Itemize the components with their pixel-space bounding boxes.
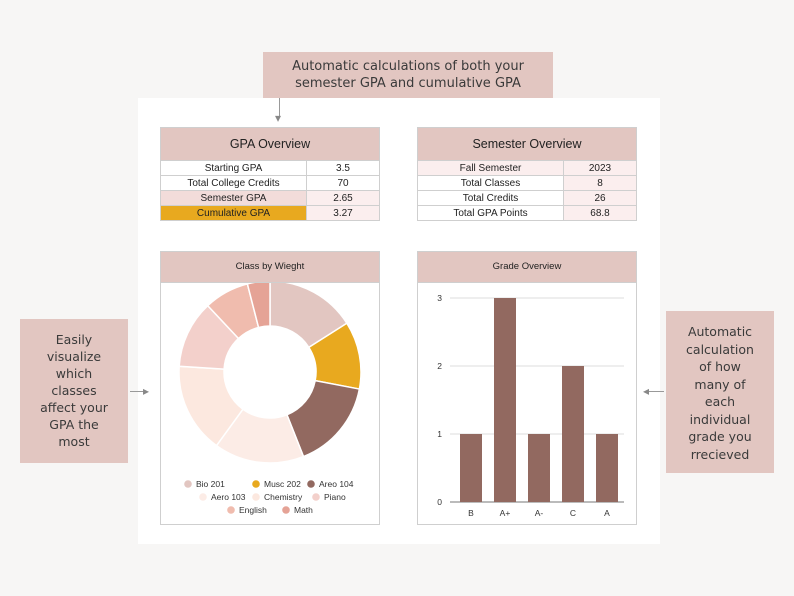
callout-left-line: GPA the bbox=[49, 417, 99, 432]
legend-label: Math bbox=[294, 505, 313, 515]
y-tick-label: 1 bbox=[437, 429, 442, 439]
cell-value[interactable]: 3.5 bbox=[306, 160, 380, 176]
table-row: Total Classes 8 bbox=[417, 175, 637, 191]
cell-label[interactable]: Total Classes bbox=[417, 175, 564, 191]
legend-swatch bbox=[184, 480, 192, 488]
callout-right-line: each bbox=[704, 394, 736, 409]
grade-overview-chart: Grade Overview 0 1 2 3 B A+ A- C A bbox=[417, 251, 637, 525]
callout-left-line: affect your bbox=[40, 400, 108, 415]
callout-top-line-2: semester GPA and cumulative GPA bbox=[295, 76, 521, 91]
callout-left-line: visualize bbox=[46, 349, 102, 364]
cell-value[interactable]: 2.65 bbox=[306, 190, 380, 206]
cell-label[interactable]: Cumulative GPA bbox=[160, 205, 307, 221]
bar-chart-svg: 0 1 2 3 B A+ A- C A bbox=[437, 293, 624, 518]
semester-overview-table: Semester Overview Fall Semester 2023 Tot… bbox=[417, 127, 637, 221]
callout-left-line: which bbox=[55, 366, 93, 381]
chart-title: Class by Wieght bbox=[161, 252, 379, 283]
cell-value[interactable]: 68.8 bbox=[563, 205, 637, 221]
callout-top-connector bbox=[279, 98, 280, 116]
callout-right-line: of how bbox=[699, 359, 741, 374]
callout-right-line: individual bbox=[689, 411, 751, 427]
donut-chart-svg: Bio 201 Musc 202 Areo 104 Aero 103 Chemistry… bbox=[178, 283, 362, 515]
semester-overview-title: Semester Overview bbox=[417, 127, 637, 161]
legend-label: Musc 202 bbox=[264, 479, 301, 489]
donut-slice[interactable] bbox=[246, 283, 271, 329]
cell-value[interactable]: 8 bbox=[563, 175, 637, 191]
cell-label[interactable]: Semester GPA bbox=[160, 190, 307, 206]
legend-swatch bbox=[252, 493, 260, 501]
legend-label: Chemistry bbox=[264, 492, 303, 502]
callout-right-connector bbox=[648, 391, 664, 392]
class-by-weight-chart: Class by Wieght Bio 201 Musc 202 Areo 104 A… bbox=[160, 251, 380, 525]
y-tick-label: 3 bbox=[437, 293, 442, 303]
legend-swatch bbox=[307, 480, 315, 488]
table-row: Starting GPA 3.5 bbox=[160, 160, 380, 176]
arrow-down-icon: ▾ bbox=[275, 111, 282, 125]
x-tick-label: C bbox=[570, 508, 576, 518]
cell-label[interactable]: Fall Semester bbox=[417, 160, 564, 176]
callout-left-line: Easily bbox=[55, 332, 93, 347]
x-tick-label: B bbox=[468, 508, 474, 518]
arrow-right-icon: ▸ bbox=[143, 384, 150, 398]
cell-value[interactable]: 3.27 bbox=[306, 205, 380, 221]
callout-top: Automatic calculations of both your seme… bbox=[263, 52, 553, 98]
legend-swatch bbox=[312, 493, 320, 501]
callout-right-line: grade you bbox=[688, 429, 752, 444]
arrow-left-icon: ◂ bbox=[643, 384, 650, 398]
cell-label[interactable]: Total GPA Points bbox=[417, 205, 564, 221]
cell-label[interactable]: Total Credits bbox=[417, 190, 564, 206]
callout-left-connector bbox=[130, 391, 146, 392]
legend-label: Piano bbox=[324, 492, 346, 502]
callout-right-line: Automatic bbox=[687, 324, 753, 339]
x-tick-label: A- bbox=[535, 508, 544, 518]
table-row: Cumulative GPA 3.27 bbox=[160, 205, 380, 221]
legend-label: Bio 201 bbox=[196, 479, 225, 489]
table-row: Fall Semester 2023 bbox=[417, 160, 637, 176]
chart-title: Grade Overview bbox=[418, 252, 636, 283]
y-tick-label: 0 bbox=[437, 497, 442, 507]
cell-value[interactable]: 70 bbox=[306, 175, 380, 191]
table-row: Semester GPA 2.65 bbox=[160, 190, 380, 206]
legend-label: English bbox=[239, 505, 267, 515]
callout-left-line: most bbox=[58, 434, 90, 449]
legend-swatch bbox=[252, 480, 260, 488]
legend-swatch bbox=[227, 506, 235, 514]
table-row: Total GPA Points 68.8 bbox=[417, 205, 637, 221]
cell-value[interactable]: 2023 bbox=[563, 160, 637, 176]
callout-right-line: calculation bbox=[686, 341, 754, 357]
callout-left-line: classes bbox=[51, 383, 97, 398]
grade-bar[interactable] bbox=[528, 434, 550, 502]
callout-left: Easily visualize which classes affect yo… bbox=[20, 319, 128, 463]
callout-right-line: rrecieved bbox=[690, 446, 750, 462]
legend-swatch bbox=[282, 506, 290, 514]
table-row: Total College Credits 70 bbox=[160, 175, 380, 191]
legend-label: Aero 103 bbox=[211, 492, 246, 502]
grade-bar[interactable] bbox=[562, 366, 584, 502]
y-tick-label: 2 bbox=[437, 361, 442, 371]
cell-label[interactable]: Starting GPA bbox=[160, 160, 307, 176]
grade-bar[interactable] bbox=[460, 434, 482, 502]
grade-bar[interactable] bbox=[494, 298, 516, 502]
x-tick-label: A bbox=[604, 508, 610, 518]
table-row: Total Credits 26 bbox=[417, 190, 637, 206]
gpa-overview-table: GPA Overview Starting GPA 3.5 Total Coll… bbox=[160, 127, 380, 221]
callout-top-line-1: Automatic calculations of both your bbox=[292, 59, 524, 74]
cell-label[interactable]: Total College Credits bbox=[160, 175, 307, 191]
callout-right: Automatic calculation of how many of eac… bbox=[666, 311, 774, 473]
gpa-overview-title: GPA Overview bbox=[160, 127, 380, 161]
grade-bar[interactable] bbox=[596, 434, 618, 502]
cell-value[interactable]: 26 bbox=[563, 190, 637, 206]
legend-label: Areo 104 bbox=[319, 479, 354, 489]
x-tick-label: A+ bbox=[500, 508, 511, 518]
callout-right-line: many of bbox=[694, 376, 746, 392]
legend-swatch bbox=[199, 493, 207, 501]
